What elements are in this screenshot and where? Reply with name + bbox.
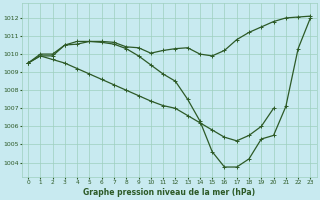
X-axis label: Graphe pression niveau de la mer (hPa): Graphe pression niveau de la mer (hPa) xyxy=(83,188,255,197)
